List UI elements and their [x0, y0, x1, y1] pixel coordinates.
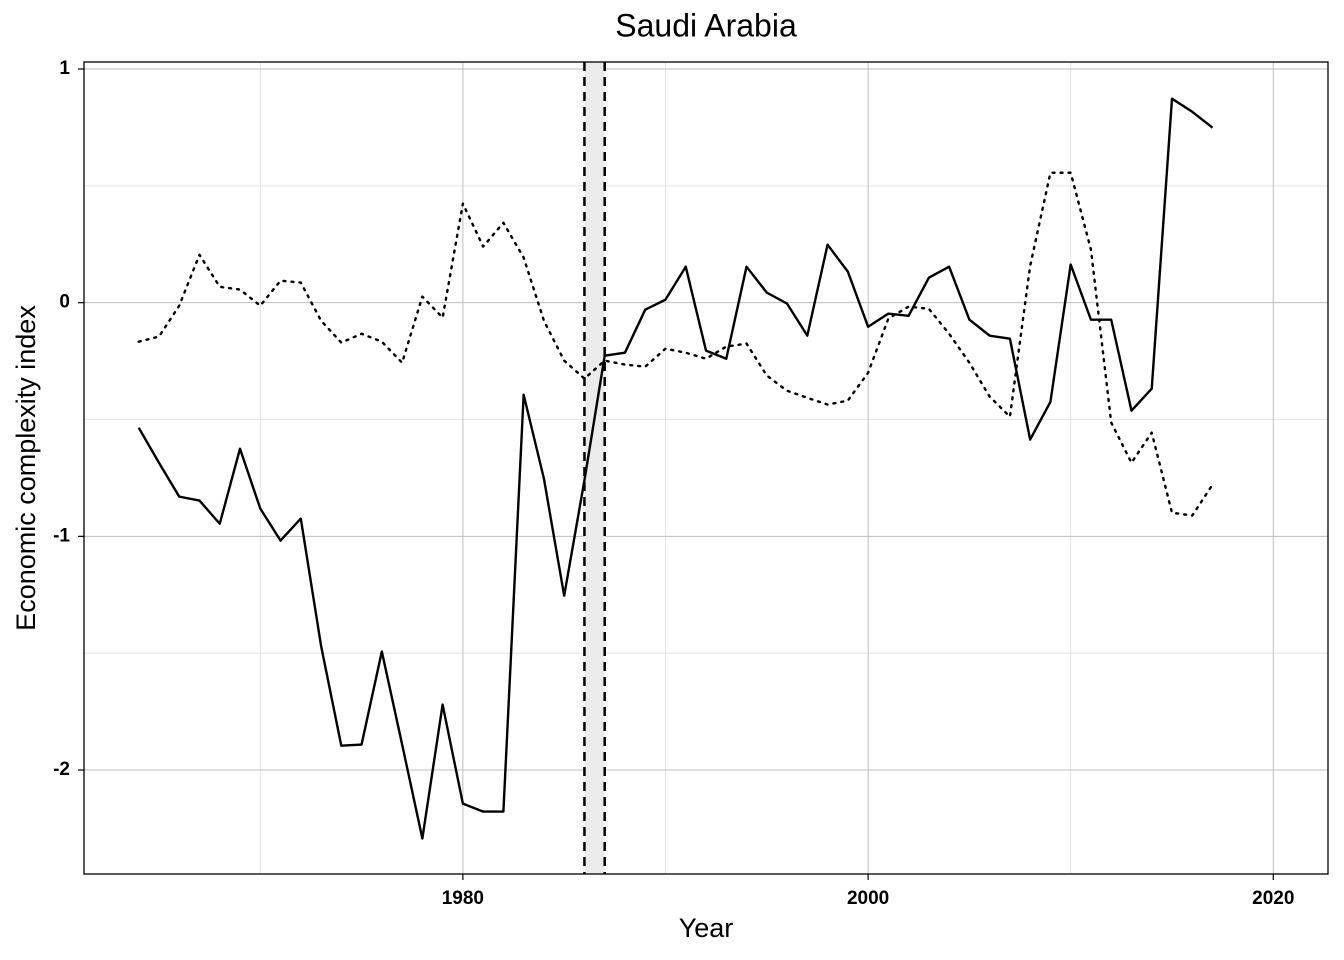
y-tick-label: -2 [53, 759, 70, 780]
series-line [137, 97, 1214, 840]
y-tick-label: 0 [59, 292, 70, 313]
x-tick-label: 1980 [442, 888, 484, 909]
x-tick-label: 2000 [847, 888, 889, 909]
chart-title: Saudi Arabia [615, 7, 797, 43]
y-axis-label: Economic complexity index [11, 305, 41, 631]
y-tick-label: -1 [53, 525, 70, 546]
x-axis-label: Year [679, 913, 734, 943]
x-tick-label: 2020 [1252, 888, 1294, 909]
shaded-period [584, 62, 605, 874]
plot-border [83, 61, 1329, 875]
y-tick-label: 1 [59, 58, 70, 79]
series-line [137, 171, 1214, 517]
